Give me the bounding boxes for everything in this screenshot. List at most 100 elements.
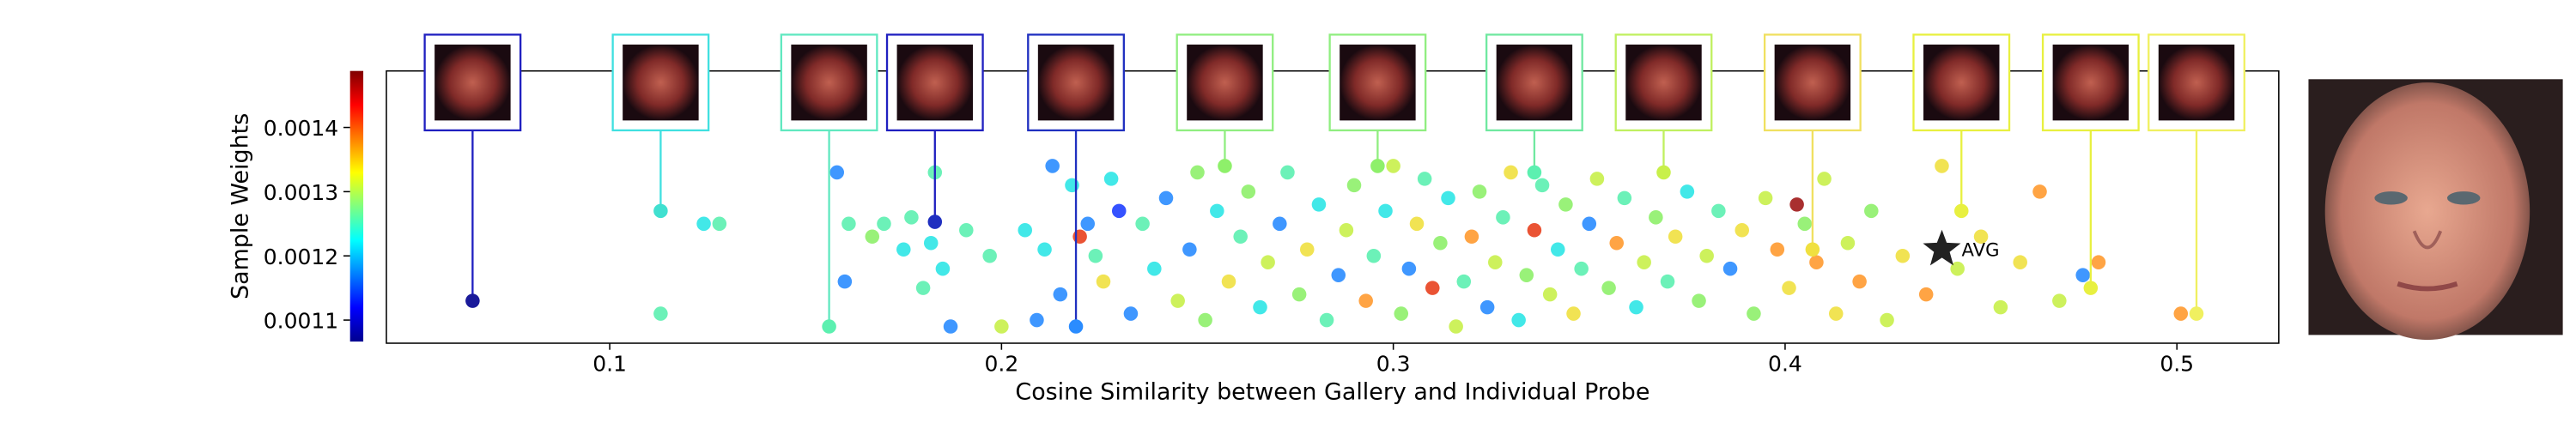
point	[1158, 190, 1174, 206]
point	[1852, 274, 1867, 289]
point	[1617, 190, 1632, 206]
point	[1895, 248, 1911, 263]
thumbnail-image	[1774, 44, 1851, 121]
point	[982, 248, 997, 263]
point	[2173, 306, 2189, 321]
thumbnail-image	[2052, 44, 2129, 121]
point	[1273, 216, 1287, 232]
point	[1668, 229, 1683, 245]
point	[1840, 235, 1856, 251]
point	[1828, 306, 1844, 321]
point	[1190, 165, 1205, 180]
point	[1045, 159, 1060, 173]
point	[1601, 281, 1616, 295]
point	[1198, 312, 1212, 328]
point	[1953, 203, 1969, 219]
point	[1789, 197, 1804, 212]
point	[1088, 248, 1103, 263]
thumbnail-image	[1625, 44, 1702, 121]
point	[1096, 274, 1111, 289]
point	[696, 216, 711, 232]
point	[935, 261, 951, 276]
point	[1441, 190, 1455, 206]
point	[1346, 178, 1362, 193]
point	[1018, 223, 1033, 238]
point	[1080, 216, 1096, 232]
point	[1030, 312, 1044, 328]
point	[1053, 287, 1068, 302]
point	[2075, 268, 2090, 282]
point	[1589, 172, 1605, 186]
colorbar	[349, 70, 364, 342]
point	[1147, 261, 1162, 276]
point	[1037, 242, 1052, 257]
x-tick-label: 0.2	[984, 352, 1018, 377]
point	[1425, 281, 1440, 295]
point	[1609, 235, 1624, 251]
point	[1339, 223, 1354, 238]
point	[2052, 293, 2067, 308]
point	[1558, 197, 1573, 212]
point	[1068, 319, 1084, 334]
point	[1527, 165, 1542, 180]
point	[1637, 255, 1651, 269]
point	[1566, 306, 1581, 321]
point	[1291, 287, 1307, 302]
point	[904, 210, 919, 225]
y-tick-label: 0.0013	[264, 180, 338, 205]
point	[1449, 319, 1463, 334]
point	[1072, 229, 1087, 245]
y-tick-label: 0.0014	[264, 116, 338, 141]
thumbnail-image	[1340, 44, 1416, 121]
point	[1366, 248, 1382, 263]
point	[923, 235, 939, 251]
point	[1464, 229, 1479, 245]
point	[1692, 293, 1706, 308]
point	[1488, 255, 1503, 269]
point	[1758, 190, 1773, 206]
point	[1409, 216, 1425, 232]
thumbnail-image	[623, 44, 699, 121]
point	[712, 216, 727, 232]
point	[1311, 197, 1327, 212]
point	[1797, 216, 1813, 232]
point	[927, 214, 943, 229]
x-tick-label: 0.4	[1768, 352, 1802, 377]
point	[1699, 248, 1714, 263]
point	[1401, 261, 1417, 276]
point	[1111, 203, 1127, 219]
point	[841, 216, 856, 232]
point	[915, 281, 931, 295]
thumbnail-image	[896, 44, 974, 121]
reference-face	[2308, 79, 2563, 341]
y-axis-label: Sample Weights	[227, 113, 253, 299]
point	[1519, 268, 1534, 282]
point	[1218, 159, 1232, 173]
point	[1394, 306, 1409, 321]
point	[465, 293, 480, 308]
point	[1511, 312, 1526, 328]
point	[896, 242, 911, 257]
point	[1319, 312, 1334, 328]
point	[1805, 242, 1820, 257]
thumbnail-image	[1187, 44, 1263, 121]
point	[1221, 274, 1236, 289]
point	[1378, 203, 1393, 219]
point	[2032, 184, 2047, 199]
point	[1456, 274, 1472, 289]
point	[653, 203, 668, 219]
point	[1065, 178, 1079, 193]
point	[1417, 172, 1432, 186]
point	[1170, 293, 1185, 308]
point	[943, 319, 958, 334]
point	[1135, 216, 1150, 232]
point	[1182, 242, 1197, 257]
point	[1574, 261, 1589, 276]
point	[1973, 229, 1989, 245]
point	[1809, 255, 1824, 269]
point	[1534, 178, 1550, 193]
point	[1261, 255, 1275, 269]
point	[1358, 293, 1373, 308]
point	[837, 274, 853, 289]
point	[877, 216, 891, 232]
